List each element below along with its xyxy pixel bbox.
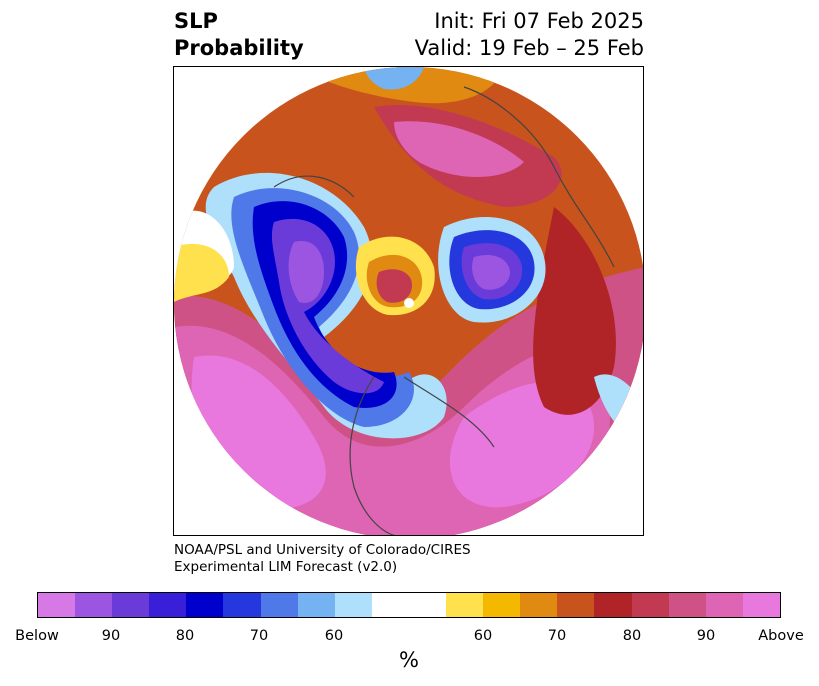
colorbar-tick-label: 80	[622, 628, 642, 644]
colorbar-cell	[742, 593, 780, 617]
colorbar-tick-label: 80	[175, 628, 195, 644]
colorbar-cell	[260, 593, 298, 617]
colorbar-tick-label: 70	[547, 628, 567, 644]
valid-range: Valid: 19 Feb – 25 Feb	[414, 36, 644, 60]
colorbar-tick-label: Above	[758, 628, 804, 644]
colorbar-cell	[223, 593, 261, 617]
colorbar-tick-label: 90	[101, 628, 121, 644]
init-date: Init: Fri 07 Feb 2025	[434, 9, 644, 33]
colorbar-tick-label: 60	[324, 628, 344, 644]
colorbar-cell	[520, 593, 558, 617]
map-frame	[173, 66, 644, 536]
title-probability: Probability	[174, 36, 304, 60]
title-left: SLP Probability	[174, 8, 304, 62]
colorbar-tick-label: 70	[249, 628, 269, 644]
probability-map	[174, 67, 643, 535]
colorbar-cell	[38, 593, 76, 617]
title-right: Init: Fri 07 Feb 2025 Valid: 19 Feb – 25…	[415, 8, 644, 62]
probability-field	[174, 67, 643, 535]
colorbar-cell	[371, 593, 409, 617]
colorbar-cell	[112, 593, 150, 617]
credit: NOAA/PSL and University of Colorado/CIRE…	[174, 542, 471, 576]
colorbar-cell	[631, 593, 669, 617]
colorbar-cell	[446, 593, 484, 617]
title-variable: SLP	[174, 9, 218, 33]
colorbar-tick-label: Below	[15, 628, 59, 644]
credit-line2: Experimental LIM Forecast (v2.0)	[174, 559, 398, 575]
credit-line1: NOAA/PSL and University of Colorado/CIRE…	[174, 542, 471, 558]
colorbar-cell	[186, 593, 224, 617]
colorbar	[37, 592, 781, 618]
colorbar-cell	[668, 593, 706, 617]
colorbar-cell	[705, 593, 743, 617]
colorbar-cell	[297, 593, 335, 617]
colorbar-cell	[149, 593, 187, 617]
coastlines	[273, 86, 615, 535]
colorbar-unit-label: %	[399, 648, 419, 672]
colorbar-cell	[557, 593, 595, 617]
colorbar-cell	[75, 593, 113, 617]
colorbar-cell	[594, 593, 632, 617]
colorbar-tick-label: 90	[696, 628, 716, 644]
colorbar-cell	[408, 593, 447, 617]
colorbar-tick-label: 60	[473, 628, 493, 644]
colorbar-cell	[483, 593, 521, 617]
colorbar-cell	[334, 593, 372, 617]
